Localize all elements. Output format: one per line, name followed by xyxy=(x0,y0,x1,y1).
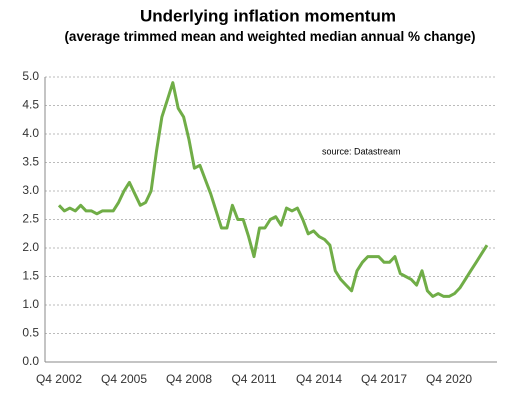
x-tick-label: Q4 2020 xyxy=(426,372,472,386)
y-tick-label: 1.5 xyxy=(22,269,39,283)
y-tick-label: 0.0 xyxy=(22,354,39,368)
y-tick-label: 3.5 xyxy=(22,155,39,169)
annotation: source: Datastream xyxy=(322,146,401,156)
y-tick-label: 1.0 xyxy=(22,297,39,311)
y-tick-label: 5.0 xyxy=(22,69,39,83)
y-tick-label: 3.0 xyxy=(22,183,39,197)
chart-subtitle: (average trimmed mean and weighted media… xyxy=(64,29,476,44)
y-tick-label: 2.0 xyxy=(22,240,39,254)
chart-title: Underlying inflation momentum xyxy=(140,6,396,25)
y-tick-label: 0.5 xyxy=(22,326,39,340)
x-tick-label: Q4 2011 xyxy=(231,372,276,386)
x-tick-label: Q4 2014 xyxy=(296,372,342,386)
x-tick-label: Q4 2017 xyxy=(361,372,407,386)
subtitle-box: (average trimmed mean and weighted media… xyxy=(64,29,476,44)
y-tick-label: 2.5 xyxy=(22,212,39,226)
y-tick-label: 4.0 xyxy=(22,126,39,140)
data-line xyxy=(57,81,489,298)
x-tick-label: Q4 2008 xyxy=(166,372,212,386)
x-tick-label: Q4 2005 xyxy=(101,372,147,386)
x-tick-label: Q4 2002 xyxy=(36,372,82,386)
y-tick-label: 4.5 xyxy=(22,98,39,112)
